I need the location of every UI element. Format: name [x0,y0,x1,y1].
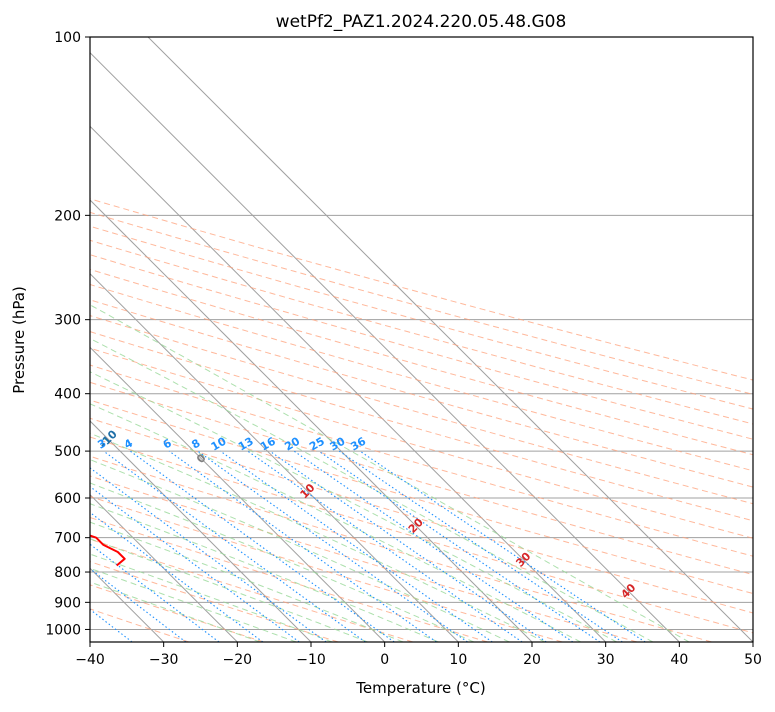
axes: −40 −30 −20 −10 0 10 20 30 40 50 100 200 300 400 500 60… [45,30,762,668]
mixing-ratio-line-8 [197,450,468,642]
dry-adiabat-170 [90,239,753,425]
moist-adiabat--10 [90,553,333,642]
plot-frame [89,36,754,643]
dry-adiabat-160 [90,254,753,440]
moist-adiabat--15 [90,567,297,642]
y-tick-label-100: 100 [54,30,81,46]
x-tick-label-20: 20 [523,652,541,668]
dry-adiabat-130 [90,299,753,488]
y-tick-label-1000: 1000 [45,622,81,638]
mixing-ratio-line-13 [247,450,523,642]
x-tick-label--10: −10 [296,652,326,668]
dry-adiabat-190 [90,211,753,395]
isotherm-10 [90,272,459,642]
y-tick-label-700: 700 [54,531,81,547]
x-tick-label-10: 10 [449,652,467,668]
isotherm-20 [90,199,533,642]
dry-adiabat-140 [90,283,753,472]
mixing-ratio-label-1: 1 [1,437,14,452]
moist-adiabat-15 [90,459,510,642]
y-tick-label-600: 600 [54,491,81,507]
x-tick-label--40: −40 [75,652,105,668]
x-axis-title: Temperature (°C) [355,679,485,697]
moist-adiabat-20 [90,432,546,642]
mixing-ratio-line-6 [168,450,437,642]
x-tick-label--30: −30 [149,652,179,668]
isotherm-0 [90,346,386,642]
moist-adiabat-10 [90,482,475,642]
mixing-ratio-line-10 [220,450,493,642]
isotherm-40 [90,51,680,642]
dry-adiabat-40 [90,455,712,642]
isotherm-50 [147,37,753,642]
y-tick-label-800: 800 [54,565,81,581]
y-tick-label-400: 400 [54,387,81,403]
mixing-ratio-line-36 [359,450,646,642]
dry-adiabat-120 [90,315,753,505]
dry-adiabat-180 [90,225,753,410]
y-tick-label-200: 200 [54,208,81,224]
dry-adiabat-0 [90,538,414,642]
isotherm-label--20: -20 [0,404,23,427]
moist-adiabat-35 [90,337,654,642]
mixing-ratio-line-16 [269,450,547,642]
mixing-ratio-line-4 [129,450,395,642]
isotherm-30 [90,125,607,642]
moist-adiabat-0 [90,521,404,642]
background-lines [90,37,753,642]
x-tick-label-0: 0 [380,652,389,668]
y-axis-title: Pressure (hPa) [10,286,28,394]
moist-adiabat-25 [90,403,582,642]
mixing-ratio-label-1.5: 1.5 [29,434,52,455]
dry-adiabat-80 [90,381,753,576]
x-tick-label--20: −20 [223,652,253,668]
mixing-ratio-line-3 [103,450,366,642]
dry-adiabat-50 [90,436,753,634]
isotherm--20 [90,493,238,642]
x-tick-label-40: 40 [670,652,688,668]
isotherm--10 [90,420,312,642]
dry-adiabat-10 [90,516,488,642]
chart-title: wetPf2_PAZ1.2024.220.05.48.G08 [276,12,567,32]
dry-adiabat-30 [90,475,638,642]
mixing-ratio-line-30 [338,450,623,642]
mixing-ratio-line-0.6 [90,543,220,642]
dry-adiabat-90 [90,364,753,557]
dry-adiabat-150 [90,268,753,456]
x-tick-label-50: 50 [744,652,762,668]
y-tick-label-500: 500 [54,444,81,460]
x-tick-label-30: 30 [597,652,615,668]
mixing-ratio-line-2 [90,467,327,642]
y-tick-label-900: 900 [54,595,81,611]
plot-background [90,37,753,642]
dry-adiabat-70 [90,399,753,595]
moist-adiabat-40 [90,304,690,642]
y-tick-label-300: 300 [54,313,81,329]
dry-adiabat-200 [90,198,753,381]
